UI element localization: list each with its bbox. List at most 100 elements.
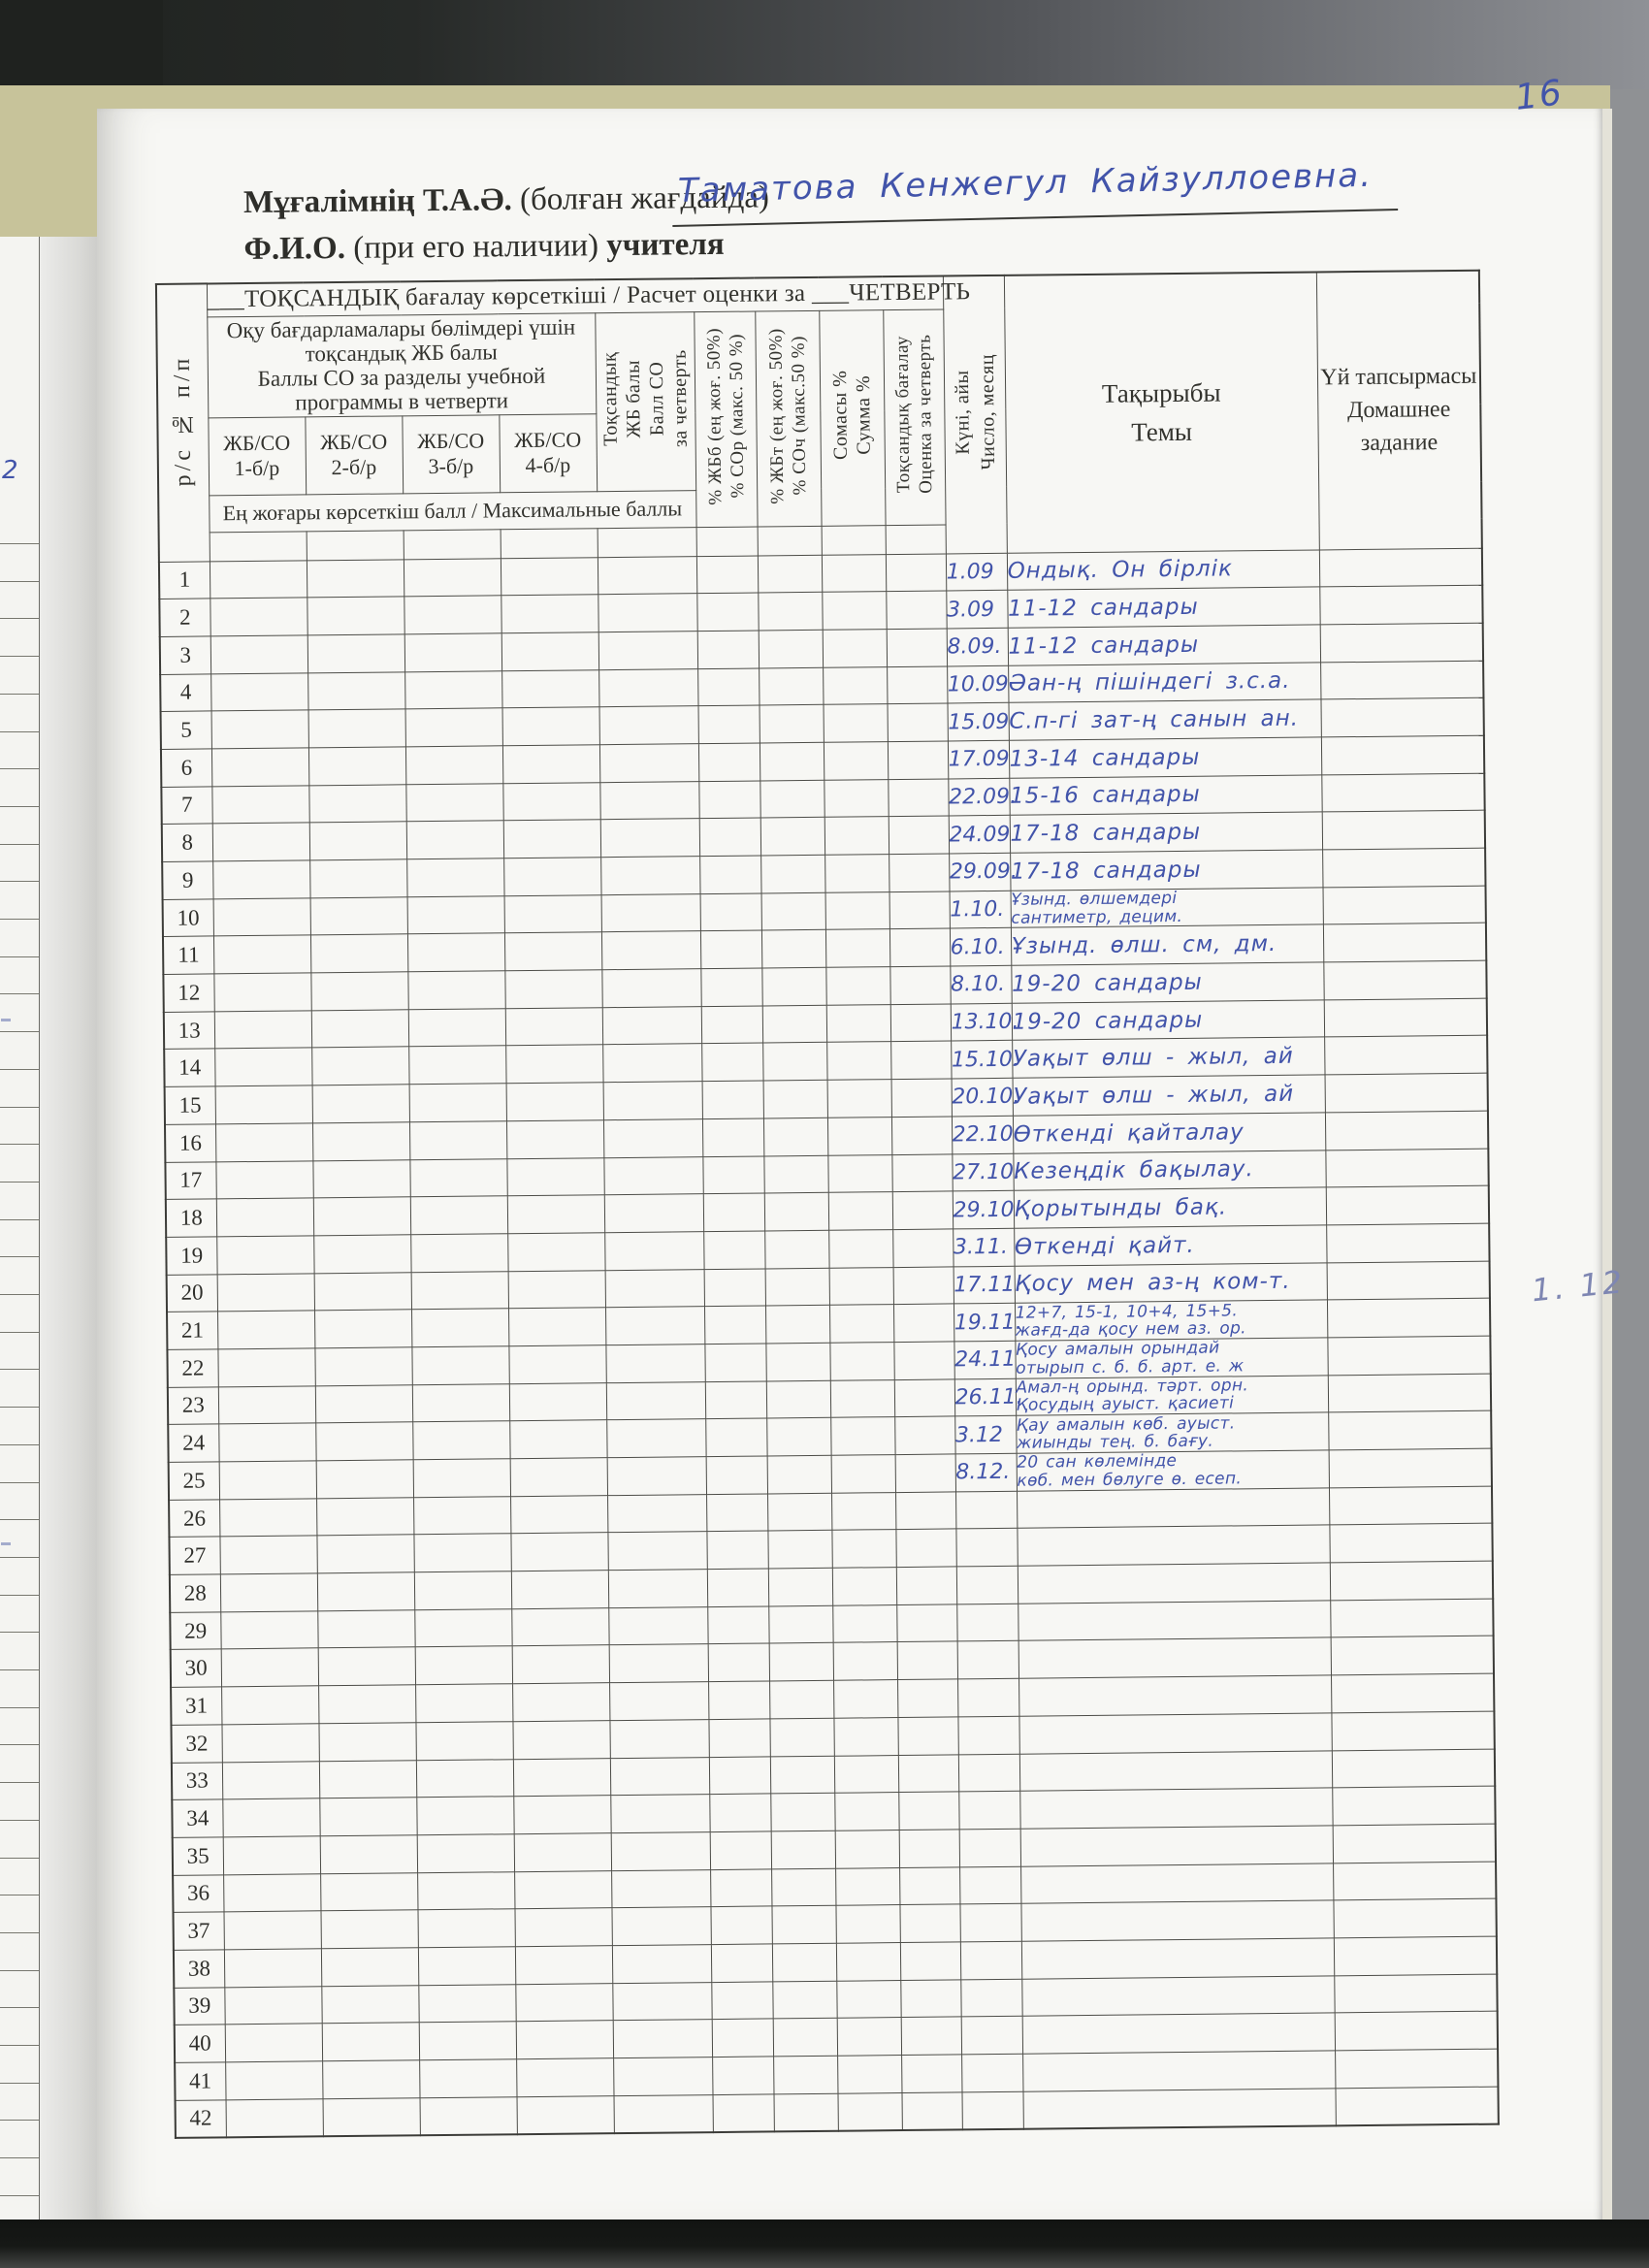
score-cell-zhbso-1 <box>218 1423 316 1462</box>
sum-pct-cell <box>825 966 890 1006</box>
pct-zhbb-cell <box>706 1493 768 1532</box>
row-number-cell: 30 <box>170 1649 222 1688</box>
date-cell: 3.12 <box>954 1415 1017 1454</box>
row-number-cell: 16 <box>164 1123 216 1162</box>
teacher-label-ru-tail: учителя <box>606 226 725 264</box>
previous-page-rule-line <box>0 919 39 920</box>
score-cell-zhbso-2 <box>322 2059 420 2099</box>
previous-page-rule-line <box>0 993 39 995</box>
quarter-score-cell <box>606 1418 706 1458</box>
pct-zhbt-cell <box>762 1042 827 1082</box>
quarter-score-cell <box>609 1719 709 1759</box>
score-cell-zhbso-3 <box>411 1383 510 1423</box>
pct-zhbb-cell <box>704 1343 766 1382</box>
score-cell-zhbso-2 <box>321 2023 420 2061</box>
quarter-score-cell <box>606 1456 707 1496</box>
date-cell <box>959 1903 1021 1942</box>
quarter-grade-cell <box>889 891 950 929</box>
homework-cell <box>1329 1485 1493 1526</box>
score-cell-zhbso-3 <box>413 1496 511 1536</box>
previous-page-rule-line <box>0 1519 39 1521</box>
score-cell-zhbso-4 <box>508 1345 606 1384</box>
score-cell-zhbso-4 <box>506 1157 604 1196</box>
column-header-zhbso-1: ЖБ/СО 1-б/р <box>208 416 307 496</box>
pct-zhbt-cell <box>764 1267 829 1307</box>
quarter-score-cell <box>602 1118 703 1158</box>
previous-page-rule-line <box>0 1068 39 1070</box>
previous-page-rule-line <box>0 1931 39 1933</box>
date-cell <box>958 1791 1020 1830</box>
pct-zhbt-cell <box>768 1642 834 1682</box>
previous-page-rule-line <box>0 730 39 732</box>
homework-cell <box>1320 660 1484 700</box>
topic-cell: Кезеңдік бақылау. <box>1013 1150 1326 1191</box>
score-cell-zhbso-4 <box>510 1533 608 1571</box>
homework-cell <box>1327 1336 1491 1376</box>
pct-zhbb-cell <box>699 855 761 894</box>
score-cell-zhbso-2 <box>314 1384 413 1424</box>
quarter-score-cell <box>605 1381 706 1421</box>
score-cell-zhbso-2 <box>316 1571 415 1611</box>
previous-page-rule-line <box>0 1669 39 1670</box>
pct-zhbb-cell <box>709 1794 771 1832</box>
score-cell-zhbso-1 <box>218 1460 317 1500</box>
score-cell-zhbso-2 <box>315 1422 413 1461</box>
date-cell <box>958 1829 1021 1867</box>
score-cell-zhbso-1 <box>223 1873 321 1913</box>
score-cell-zhbso-3 <box>406 933 505 972</box>
scan-top-edge <box>0 0 1649 89</box>
score-cell-zhbso-2 <box>309 896 407 936</box>
score-cell-zhbso-3 <box>415 1721 513 1761</box>
score-cell-zhbso-3 <box>415 1683 513 1723</box>
left-margin-ink-mark <box>1 1542 11 1545</box>
sum-pct-cell <box>837 2092 902 2131</box>
previous-page-rule-line <box>0 1106 39 1108</box>
quarter-grade-cell <box>891 1153 953 1192</box>
sum-pct-cell <box>824 854 889 892</box>
row-number-cell: 13 <box>163 1011 215 1050</box>
previous-page-rule-line <box>0 2007 39 2009</box>
score-cell-zhbso-2 <box>314 1346 412 1386</box>
previous-page-rule-line <box>0 1181 39 1183</box>
topic-cell: Қау амалын көб. ауыст. жиынды тең. б. ба… <box>1016 1412 1329 1454</box>
score-cell-zhbso-4 <box>503 894 601 934</box>
date-cell <box>956 1640 1019 1680</box>
pct-zhbb-cell <box>710 1906 772 1945</box>
row-number-cell: 15 <box>164 1086 215 1125</box>
homework-cell <box>1329 1561 1494 1601</box>
row-number-cell: 8 <box>161 824 213 862</box>
quarter-score-cell <box>598 631 698 670</box>
score-cell-zhbso-4 <box>510 1495 608 1535</box>
topic-cell: Уақыт өлш - жыл, ай <box>1012 1037 1325 1079</box>
topic-cell <box>1020 1900 1334 1942</box>
score-cell-zhbso-3 <box>404 745 503 785</box>
pct-zhbt-cell <box>764 1230 829 1269</box>
homework-cell <box>1326 1223 1490 1263</box>
score-cell-zhbso-4 <box>504 1007 603 1047</box>
row-number-cell: 9 <box>162 860 213 900</box>
row-number-cell: 36 <box>173 1874 224 1913</box>
row-number-cell: 31 <box>171 1686 222 1726</box>
sum-pct-cell <box>823 741 889 780</box>
topic-cell <box>1019 1788 1333 1830</box>
score-cell-zhbso-3 <box>413 1534 511 1572</box>
pct-zhbb-cell <box>711 1981 773 2020</box>
quarter-grade-cell <box>887 665 948 704</box>
previous-page-rule-line <box>0 2157 39 2159</box>
pct-zhbb-cell <box>700 1005 763 1045</box>
score-cell-zhbso-1 <box>213 972 311 1012</box>
score-cell-zhbso-2 <box>306 559 404 599</box>
quarter-score-cell <box>598 743 699 783</box>
score-cell-zhbso-4 <box>512 1720 610 1760</box>
row-number-cell: 6 <box>160 748 212 788</box>
quarter-score-cell <box>608 1644 709 1683</box>
sum-pct-cell <box>829 1379 895 1418</box>
date-cell <box>955 1490 1018 1530</box>
homework-cell <box>1335 2049 1499 2089</box>
sum-pct-cell <box>834 1792 899 1831</box>
topic-cell: 15-16 сандары <box>1009 774 1322 816</box>
quarter-score-cell <box>601 968 701 1008</box>
quarter-grade-cell <box>897 1716 958 1756</box>
date-cell <box>961 2054 1023 2092</box>
pct-zhbt-cell <box>762 1118 828 1156</box>
